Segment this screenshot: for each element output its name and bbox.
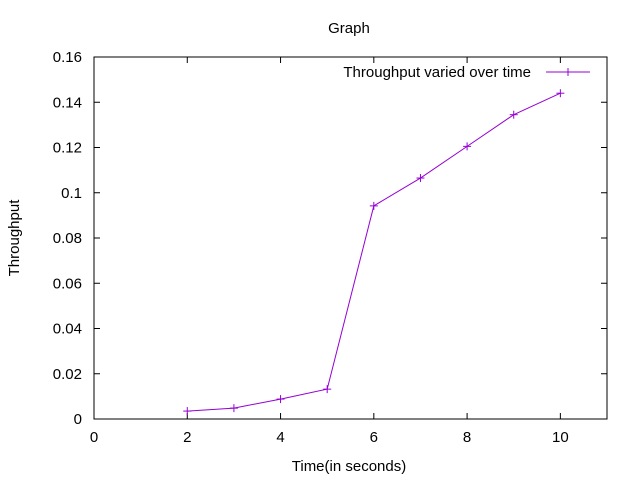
y-tick-label: 0.1: [61, 185, 82, 202]
x-tick-label: 4: [276, 429, 284, 446]
y-axis-title: Throughput: [6, 199, 23, 277]
y-tick-label: 0.14: [53, 94, 82, 111]
data-point: [556, 89, 565, 98]
legend: Throughput varied over time: [343, 64, 590, 81]
data-point: [463, 142, 472, 151]
plot-frame: [93, 56, 608, 420]
legend-label: Throughput varied over time: [343, 64, 531, 81]
data-point: [229, 404, 238, 413]
legend-plus: [564, 68, 572, 76]
y-tick-label: 0.04: [53, 321, 82, 338]
data-point: [416, 174, 425, 183]
series-line: [187, 92, 561, 412]
y-tick-label: 0.06: [53, 275, 82, 292]
x-axis-title: Time(in seconds): [292, 458, 406, 475]
y-axis: 0 0.02 0.04 0.06 0.08 0.1 0.12 0.14 0.16: [53, 49, 607, 428]
y-tick-label: 0: [74, 411, 82, 428]
x-axis: 0 2 4 6 8 10: [90, 57, 569, 446]
x-tick-label: 10: [552, 429, 569, 446]
data-point: [276, 395, 285, 404]
y-tick-label: 0.16: [53, 49, 82, 66]
x-tick-label: 2: [183, 429, 191, 446]
series-layer: [183, 89, 565, 416]
data-point: [509, 110, 518, 119]
y-tick-label: 0.08: [53, 230, 82, 247]
y-tick-label: 0.12: [53, 140, 82, 157]
y-tick-label: 0.02: [53, 366, 82, 383]
chart-title: Graph: [328, 20, 370, 37]
x-tick-label: 0: [90, 429, 98, 446]
data-point: [369, 201, 378, 210]
data-point: [323, 385, 332, 394]
x-tick-label: 8: [463, 429, 471, 446]
legend-marker: [564, 68, 572, 76]
data-point: [183, 407, 192, 416]
x-tick-label: 6: [370, 429, 378, 446]
